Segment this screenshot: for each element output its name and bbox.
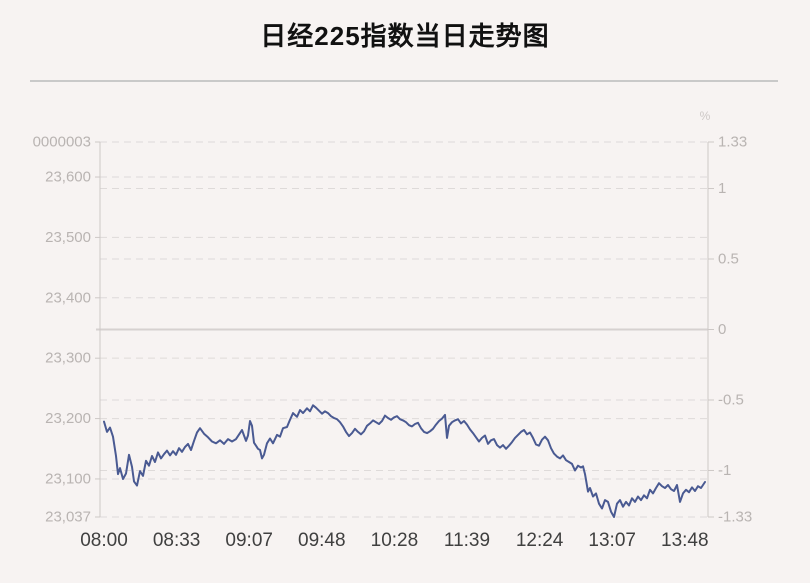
x-axis-time-label: 12:24 [516, 530, 564, 551]
x-axis-time-label: 09:48 [298, 530, 346, 551]
y-axis-right-label: 0 [718, 321, 726, 338]
x-axis-time-label: 10:28 [371, 530, 419, 551]
x-axis-time-label: 09:07 [225, 530, 273, 551]
y-axis-right-label: 1 [718, 180, 726, 197]
y-axis-left-label: 23,037 [45, 509, 91, 526]
y-axis-left-label: 23,200 [45, 410, 91, 427]
y-axis-left-label: 23,600 [45, 169, 91, 186]
percent-unit-label: % [700, 109, 711, 123]
y-axis-left-label: 23,300 [45, 350, 91, 367]
chart-title: 日经225指数当日走势图 [260, 21, 550, 51]
title-divider [30, 80, 778, 82]
y-axis-right-label: -1 [718, 462, 731, 479]
y-axis-right-label: -0.5 [718, 391, 744, 408]
x-axis-time-label: 08:33 [153, 530, 201, 551]
y-axis-left-label: 0000003 [33, 134, 91, 151]
y-axis-left-label: 23,500 [45, 229, 91, 246]
price-line [103, 404, 706, 518]
y-axis-left-label: 23,400 [45, 289, 91, 306]
x-axis-time-label: 13:48 [661, 530, 709, 551]
y-axis-right-label: 1.33 [718, 134, 747, 151]
x-axis-time-label: 13:07 [588, 530, 636, 551]
y-axis-right-label: -1.33 [718, 509, 752, 526]
x-axis-time-label: 11:39 [444, 530, 490, 551]
y-axis-left-label: 23,100 [45, 470, 91, 487]
x-axis-time-label: 08:00 [80, 530, 128, 551]
y-axis-right-label: 0.5 [718, 251, 739, 268]
